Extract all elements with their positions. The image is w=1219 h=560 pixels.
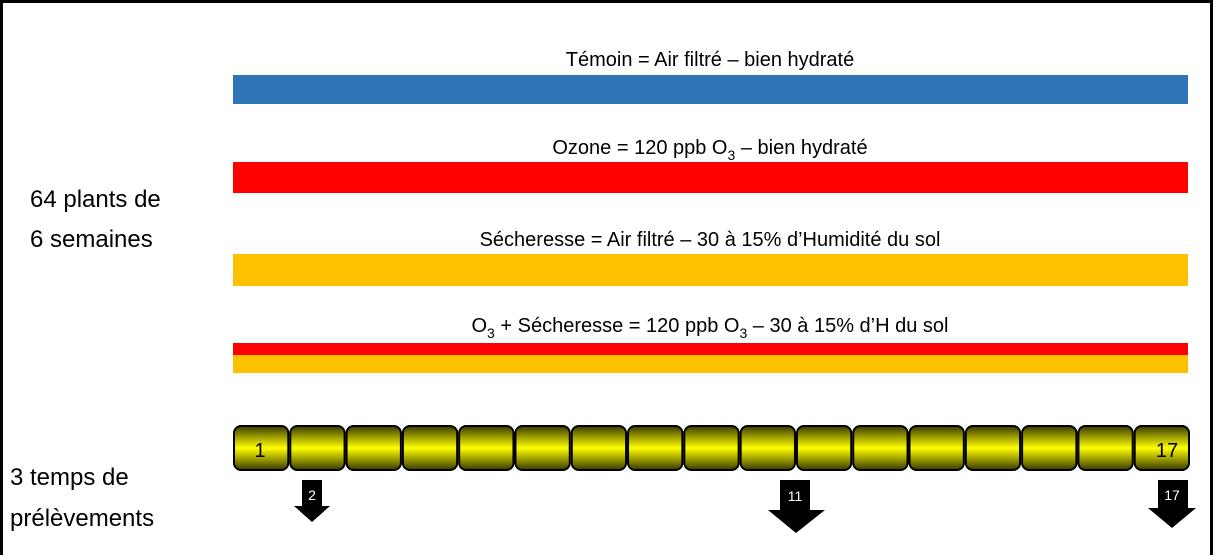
text-part: – 30 à 15% d’H du sol xyxy=(747,315,948,337)
text-part: Ozone = 120 ppb O xyxy=(552,137,727,159)
timeline-segment xyxy=(1021,425,1078,471)
yellow-bar xyxy=(233,254,1188,286)
text-part: – bien hydraté xyxy=(735,137,867,159)
treatment-label: Sécheresse = Air filtré – 30 à 15% d’Hum… xyxy=(480,229,941,251)
timeline-segment xyxy=(345,425,402,471)
left-label: 3 temps de xyxy=(10,464,129,491)
text-part: Sécheresse = Air filtré – 30 à 15% d’Hum… xyxy=(480,229,941,251)
timeline-segment xyxy=(401,425,459,471)
timeline-segment xyxy=(739,425,796,471)
timeline-segment xyxy=(795,425,853,471)
timeline-segment xyxy=(1077,425,1134,471)
left-label: prélèvements xyxy=(10,505,154,532)
blue-bar xyxy=(233,75,1188,104)
timeline-segment xyxy=(289,425,346,471)
left-label: 64 plants de xyxy=(30,186,161,213)
timeline-segment xyxy=(683,425,740,471)
timeline-segment xyxy=(458,425,515,471)
timeline-segment xyxy=(233,425,290,471)
timeline-segment xyxy=(627,425,684,471)
timeline-segment xyxy=(908,425,965,471)
sample-label: 11 xyxy=(788,488,803,504)
text-part: + Sécheresse = 120 ppb O xyxy=(495,315,740,337)
timeline-segment xyxy=(964,425,1022,471)
treatment-label: Ozone = 120 ppb O3 – bien hydraté xyxy=(552,137,867,163)
sample-arrow: 17 xyxy=(1148,480,1196,528)
timeline-segment xyxy=(1133,425,1191,471)
text-part: Témoin = Air filtré – bien hydraté xyxy=(566,49,854,71)
text-part: O xyxy=(471,315,487,337)
red-bar xyxy=(233,343,1188,355)
timeline-segment xyxy=(852,425,909,471)
treatment-label: Témoin = Air filtré – bien hydraté xyxy=(566,49,854,71)
red-bar xyxy=(233,162,1188,193)
yellow-bar xyxy=(233,355,1188,373)
text-part: 3 xyxy=(728,147,736,163)
timeline-segment xyxy=(514,425,571,471)
text-part: 3 xyxy=(739,325,747,341)
timeline xyxy=(233,425,1191,471)
treatment-label: O3 + Sécheresse = 120 ppb O3 – 30 à 15% … xyxy=(471,315,948,341)
timeline-segment xyxy=(570,425,628,471)
sample-arrow: 11 xyxy=(768,480,825,533)
left-label: 6 semaines xyxy=(30,226,153,253)
sample-label: 2 xyxy=(308,487,316,503)
timeline-end: 17 xyxy=(1156,440,1178,462)
text-part: 3 xyxy=(487,325,495,341)
timeline-start: 1 xyxy=(254,440,265,462)
sample-arrow: 2 xyxy=(294,480,330,522)
sample-label: 17 xyxy=(1164,487,1180,503)
